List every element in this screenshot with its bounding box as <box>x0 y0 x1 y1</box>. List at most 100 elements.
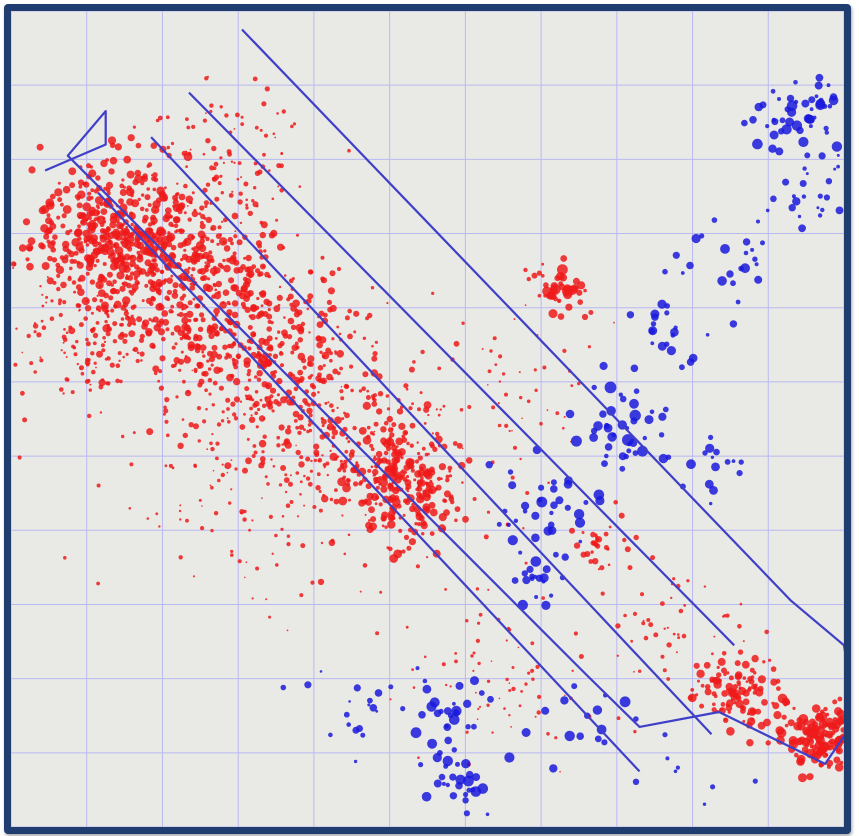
red-data-point <box>176 301 184 309</box>
red-data-point <box>182 330 186 334</box>
blue-data-point <box>711 462 720 472</box>
red-data-point <box>192 575 196 578</box>
red-data-point <box>136 281 140 285</box>
red-data-point <box>613 500 618 505</box>
red-data-point <box>721 690 729 697</box>
red-data-point <box>109 262 118 271</box>
red-data-point <box>163 408 169 414</box>
red-data-point <box>179 296 185 301</box>
red-data-point <box>166 234 174 243</box>
red-data-point <box>448 474 453 478</box>
red-data-point <box>226 343 232 349</box>
red-data-point <box>315 335 322 342</box>
blue-data-point <box>664 310 670 316</box>
red-data-point <box>444 588 447 591</box>
red-data-point <box>347 333 353 340</box>
red-data-point <box>368 506 375 514</box>
red-data-point <box>381 524 385 528</box>
red-data-point <box>100 159 108 168</box>
red-data-point <box>428 469 436 476</box>
red-data-point <box>305 456 311 462</box>
red-data-point <box>75 303 81 308</box>
red-data-point <box>112 230 121 240</box>
red-data-point <box>76 260 81 265</box>
blue-data-point <box>550 485 558 493</box>
blue-data-point <box>808 96 816 104</box>
red-data-point <box>221 410 225 414</box>
red-data-point <box>13 262 17 266</box>
red-data-point <box>508 682 511 684</box>
red-data-point <box>185 335 190 340</box>
red-data-point <box>146 164 150 168</box>
red-data-point <box>372 475 375 477</box>
red-data-point <box>510 475 515 480</box>
red-data-point <box>370 493 379 501</box>
red-data-point <box>132 125 136 129</box>
red-data-point <box>244 576 246 579</box>
red-data-point <box>310 459 313 463</box>
red-data-point <box>120 255 127 262</box>
red-data-point <box>369 443 374 448</box>
red-data-point <box>167 231 171 235</box>
red-data-point <box>240 264 246 270</box>
red-data-point <box>234 467 238 471</box>
red-data-point <box>380 437 387 445</box>
red-data-point <box>641 621 646 626</box>
red-data-point <box>508 429 511 433</box>
red-data-point <box>421 446 426 451</box>
outline-boundary <box>44 28 844 766</box>
red-data-point <box>576 289 583 296</box>
red-data-point <box>79 367 82 370</box>
red-data-point <box>158 318 165 324</box>
red-data-point <box>373 455 376 458</box>
blue-data-point <box>649 409 655 415</box>
red-data-point <box>135 358 140 364</box>
blue-data-point <box>726 270 734 278</box>
red-data-point <box>311 391 317 397</box>
red-data-point <box>90 351 95 356</box>
red-data-point <box>93 188 99 194</box>
red-data-point <box>73 250 79 256</box>
red-data-point <box>193 317 198 322</box>
red-data-point <box>89 383 92 386</box>
red-data-point <box>278 285 282 289</box>
red-data-point <box>232 341 236 345</box>
blue-data-point <box>449 792 458 800</box>
red-data-point <box>693 662 700 669</box>
red-data-point <box>489 349 493 353</box>
red-data-point <box>287 425 291 429</box>
blue-data-point <box>304 681 312 689</box>
red-data-point <box>269 394 274 399</box>
red-data-point <box>195 343 202 350</box>
red-data-point <box>114 246 124 255</box>
red-data-point <box>687 695 694 701</box>
blue-data-point <box>818 97 824 103</box>
red-data-point <box>212 469 215 472</box>
red-data-point <box>90 188 95 193</box>
red-data-point <box>189 282 193 286</box>
red-data-point <box>408 366 415 373</box>
blue-data-point <box>680 271 685 275</box>
red-data-point <box>174 198 178 202</box>
red-data-point <box>344 384 350 389</box>
red-data-point <box>107 238 112 243</box>
red-data-point <box>378 502 383 507</box>
red-data-point <box>470 654 474 658</box>
blue-data-point <box>537 497 543 503</box>
red-data-point <box>417 451 421 456</box>
red-data-point <box>321 351 330 360</box>
red-data-point <box>416 495 425 504</box>
red-data-point <box>264 475 268 479</box>
red-data-point <box>193 259 197 263</box>
red-data-point <box>320 255 325 260</box>
red-data-point <box>387 520 396 529</box>
red-data-point <box>45 295 49 299</box>
red-data-point <box>107 255 112 259</box>
blue-data-point <box>550 501 558 510</box>
blue-data-point <box>809 107 814 112</box>
red-data-point <box>162 412 166 416</box>
red-data-point <box>98 379 106 387</box>
red-data-point <box>262 311 269 317</box>
red-data-point <box>38 242 45 249</box>
red-data-point <box>712 702 716 707</box>
